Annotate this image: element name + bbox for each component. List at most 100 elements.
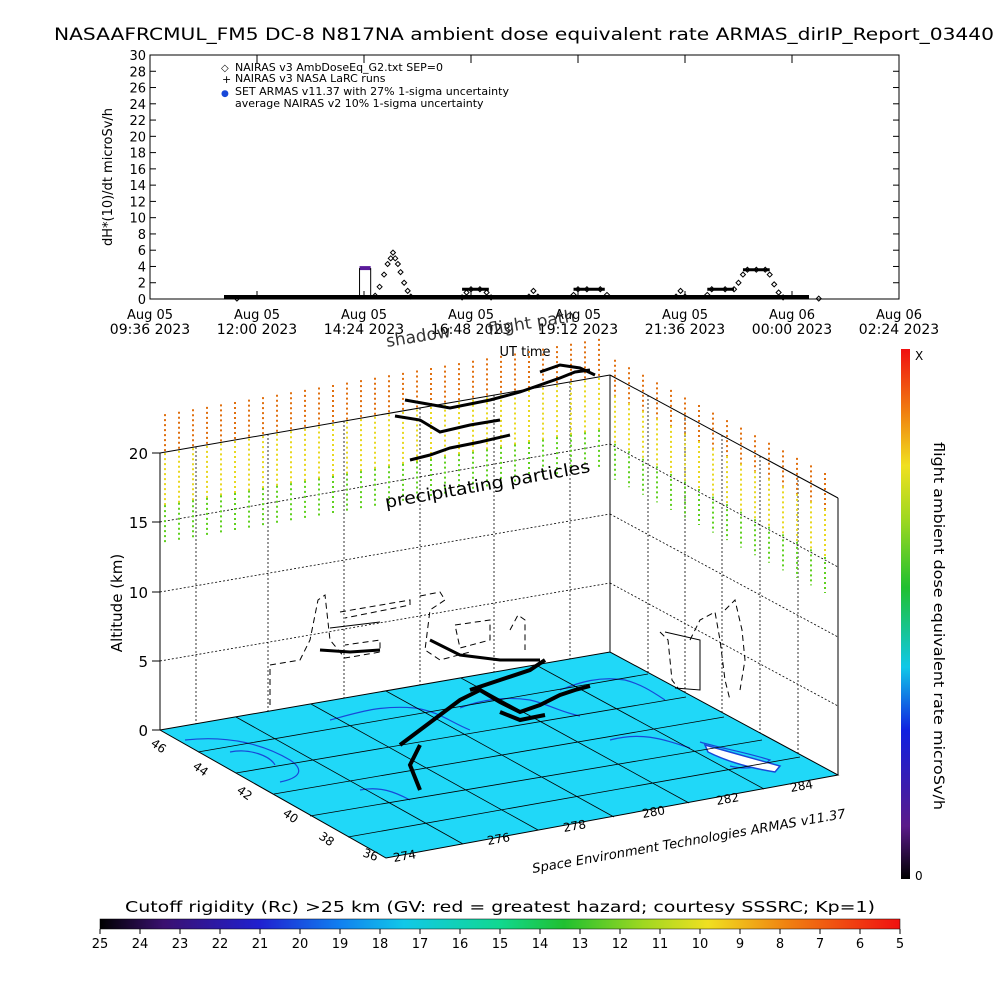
series-marks bbox=[233, 249, 822, 302]
flight-path-3d bbox=[319, 363, 596, 662]
rigidity-tick-label: 5 bbox=[896, 937, 904, 952]
lat-tick-38: 38 bbox=[316, 829, 337, 849]
rigidity-colorbar-gradient bbox=[99, 918, 901, 930]
alt-tick-10: 10 bbox=[129, 584, 148, 602]
x-tick-label-date: Aug 05 bbox=[662, 308, 708, 323]
altitude-axis-label: Altitude (km) bbox=[108, 554, 126, 652]
y-tick-label: 8 bbox=[138, 228, 146, 243]
legend-label-nairas-v2: average NAIRAS v2 10% 1-sigma uncertaint… bbox=[235, 97, 484, 110]
lat-tick-44: 44 bbox=[190, 759, 211, 779]
cutoff-rigidity-colorbar: Cutoff rigidity (Rc) >25 km (GV: red = g… bbox=[92, 898, 904, 952]
dose-colorbar-gradient bbox=[901, 349, 910, 879]
nairas-point bbox=[404, 287, 411, 295]
bay-feature bbox=[703, 743, 782, 773]
nairas-point bbox=[570, 291, 577, 299]
flight-3d-view: 0 5 10 15 20 Altitude (km) bbox=[108, 306, 848, 876]
nairas-point bbox=[775, 289, 782, 296]
lon-tick-276: 276 bbox=[486, 830, 511, 848]
rigidity-tick-label: 25 bbox=[92, 937, 109, 952]
rigidity-tick-label: 8 bbox=[776, 937, 784, 952]
rigidity-tick-label: 10 bbox=[692, 937, 709, 952]
nairas-point bbox=[815, 295, 822, 302]
rigidity-tick-label: 16 bbox=[452, 937, 469, 952]
nairas-point bbox=[394, 260, 402, 268]
nairas-point bbox=[681, 293, 689, 300]
dose-colorbar-bottom-label: 0 bbox=[915, 869, 923, 883]
nairas-point bbox=[487, 294, 495, 301]
y-tick-label: 6 bbox=[138, 244, 146, 259]
lon-tick-274: 274 bbox=[392, 847, 417, 865]
flight-shadow-solid bbox=[329, 621, 701, 691]
alt-tick-5: 5 bbox=[138, 653, 148, 671]
altitude-axis: 0 5 10 15 20 Altitude (km) bbox=[108, 445, 160, 740]
y-tick-label: 16 bbox=[129, 163, 146, 178]
lat-tick-42: 42 bbox=[234, 783, 255, 803]
x-axis-label: UT time bbox=[500, 345, 551, 360]
precipitating-particle-columns bbox=[164, 338, 826, 593]
nairas-point bbox=[766, 271, 773, 278]
rigidity-tick-label: 6 bbox=[856, 937, 864, 952]
longitude-labels: 274 276 278 280 282 284 bbox=[392, 777, 814, 865]
nairas-point bbox=[384, 260, 391, 268]
rigidity-tick-label: 19 bbox=[332, 937, 349, 952]
rigidity-tick-label: 21 bbox=[252, 937, 269, 952]
x-tick-label-time: 00:00 2023 bbox=[752, 322, 832, 338]
zero-baseline-trace bbox=[224, 295, 809, 299]
rigidity-tick-label: 20 bbox=[292, 937, 309, 952]
nairas-point bbox=[525, 293, 533, 300]
nairas-point bbox=[380, 271, 388, 278]
rigidity-tick-label: 9 bbox=[736, 937, 744, 952]
nairas-point bbox=[387, 255, 394, 262]
nairas-point bbox=[389, 249, 397, 256]
nairas-point bbox=[371, 292, 379, 299]
lat-tick-36: 36 bbox=[361, 846, 380, 864]
x-tick-label-time: 02:24 2023 bbox=[859, 322, 939, 338]
x-tick-label-date: Aug 06 bbox=[769, 308, 815, 323]
x-tick-label-date: Aug 05 bbox=[341, 308, 387, 323]
nairas-point bbox=[463, 289, 470, 296]
lon-tick-284: 284 bbox=[789, 777, 814, 795]
nairas-point bbox=[779, 294, 787, 301]
rigidity-tick-label: 24 bbox=[132, 937, 149, 952]
rigidity-tick-label: 13 bbox=[572, 937, 589, 952]
rigidity-tick-label: 22 bbox=[212, 937, 229, 952]
y-tick-label: 12 bbox=[129, 195, 146, 210]
y-tick-label: 0 bbox=[138, 293, 146, 308]
map-graticule bbox=[197, 664, 801, 845]
nairas-point bbox=[530, 287, 537, 295]
rigidity-tick-label: 15 bbox=[492, 937, 509, 952]
nairas-point bbox=[392, 255, 399, 262]
lon-tick-280: 280 bbox=[641, 803, 666, 821]
y-tick-label: 14 bbox=[129, 179, 146, 194]
nairas-point bbox=[677, 287, 684, 295]
nairas-point bbox=[458, 294, 466, 301]
legend-label-nairas-larc: NAIRAS v3 NASA LaRC runs bbox=[235, 72, 386, 85]
legend-label-armas: SET ARMAS v11.37 with 27% 1-sigma uncert… bbox=[235, 85, 509, 98]
nairas-point bbox=[376, 283, 383, 291]
rigidity-tick-label: 17 bbox=[412, 937, 429, 952]
x-tick-label-date: Aug 05 bbox=[448, 308, 494, 323]
flight-ground-track bbox=[398, 658, 591, 791]
y-tick-label: 20 bbox=[129, 130, 146, 145]
x-tick-label-date: Aug 06 bbox=[876, 308, 922, 323]
y-tick-label: 18 bbox=[129, 147, 146, 162]
lon-tick-282: 282 bbox=[715, 790, 740, 808]
rigidity-tick-label: 7 bbox=[816, 937, 824, 952]
nairas-point bbox=[400, 279, 408, 286]
rigidity-colorbar-title: Cutoff rigidity (Rc) >25 km (GV: red = g… bbox=[125, 898, 875, 916]
y-tick-label: 22 bbox=[129, 114, 146, 129]
y-tick-label: 24 bbox=[129, 98, 146, 113]
nairas-point bbox=[397, 268, 404, 276]
nairas-point bbox=[672, 293, 680, 300]
rigidity-colorbar-ticks: 25 24 23 22 21 20 19 18 17 16 15 14 13 12 11 10 9 8 7 6 5 bbox=[92, 929, 904, 952]
alt-tick-0: 0 bbox=[138, 722, 148, 740]
y-tick-label: 28 bbox=[129, 65, 146, 80]
rigidity-tick-label: 18 bbox=[372, 937, 389, 952]
alt-tick-15: 15 bbox=[129, 514, 148, 532]
rigidity-tick-label: 11 bbox=[652, 937, 669, 952]
lon-tick-278: 278 bbox=[562, 817, 587, 835]
y-axis-label: dH*(10)/dt microSv/h bbox=[101, 108, 116, 246]
